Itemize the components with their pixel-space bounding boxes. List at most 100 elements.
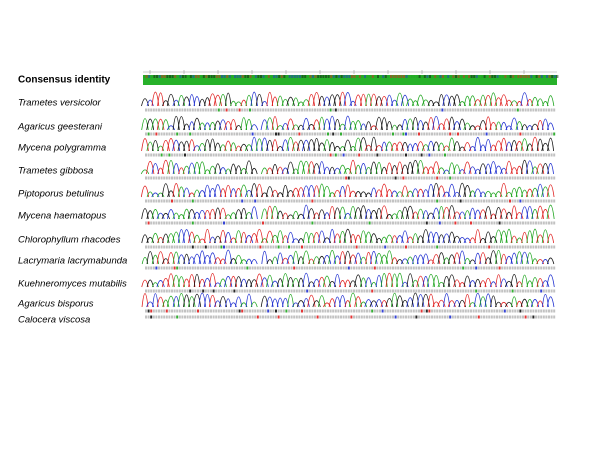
- base-call: [329, 132, 332, 136]
- consensus-base: [195, 75, 197, 78]
- base-call: [173, 289, 176, 293]
- trace-peak: [489, 236, 498, 244]
- base-call: [319, 176, 322, 180]
- chromatogram: [141, 115, 555, 131]
- trace-peak: [245, 211, 253, 220]
- trace-peak: [266, 91, 274, 107]
- consensus-base: [299, 75, 301, 78]
- base-call: [314, 315, 316, 319]
- trace-peak: [536, 183, 544, 198]
- base-call: [373, 266, 376, 270]
- base-call: [275, 108, 277, 112]
- sample-label: Kuehneromyces mutabilis: [18, 279, 127, 290]
- base-call: [366, 266, 368, 270]
- base-call: [210, 221, 212, 225]
- trace-peak: [452, 235, 462, 244]
- base-call: [204, 266, 207, 270]
- trace-peak: [437, 299, 446, 308]
- base-call: [527, 221, 530, 225]
- base-call: [303, 309, 306, 313]
- base-call: [418, 289, 420, 293]
- base-call: [238, 245, 241, 249]
- base-call: [158, 289, 160, 293]
- trace-peak: [380, 117, 388, 131]
- base-call: [176, 315, 179, 319]
- base-call: [178, 221, 181, 225]
- trace-peak: [422, 276, 430, 288]
- base-call: [280, 132, 283, 136]
- base-call: [171, 245, 173, 249]
- base-call: [332, 132, 335, 136]
- base-call: [462, 315, 465, 319]
- base-call: [220, 199, 223, 203]
- trace-peak: [520, 189, 529, 198]
- trace-peak: [307, 281, 316, 288]
- base-call: [256, 309, 259, 313]
- consensus-base: [439, 75, 442, 78]
- base-call: [397, 132, 400, 136]
- base-call: [493, 309, 496, 313]
- trace-peak: [161, 159, 170, 175]
- base-call: [376, 132, 379, 136]
- trace-peak: [198, 238, 207, 244]
- consensus-base: [192, 75, 195, 78]
- base-call: [548, 176, 550, 180]
- base-call: [176, 199, 179, 203]
- trace-peak: [546, 184, 555, 198]
- base-call: [545, 132, 548, 136]
- base-call: [285, 266, 288, 270]
- base-call: [298, 108, 301, 112]
- trace-peak: [400, 258, 410, 265]
- base-call: [438, 245, 441, 249]
- consensus-base: [512, 75, 515, 78]
- base-call: [449, 315, 452, 319]
- base-call: [306, 221, 309, 225]
- base-call: [199, 199, 202, 203]
- base-call: [527, 266, 530, 270]
- consensus-base: [234, 75, 236, 78]
- base-call: [514, 221, 517, 225]
- trace-peak: [458, 101, 466, 107]
- base-call: [347, 153, 350, 157]
- base-call: [353, 132, 355, 136]
- base-call: [324, 245, 327, 249]
- base-call: [269, 289, 272, 293]
- base-call: [168, 132, 171, 136]
- base-call: [204, 245, 207, 249]
- base-call: [454, 132, 457, 136]
- base-call: [503, 199, 506, 203]
- base-call: [379, 309, 381, 313]
- trace-peak: [161, 278, 170, 288]
- base-call: [488, 132, 491, 136]
- base-call: [498, 315, 501, 319]
- trace-peak: [484, 95, 493, 107]
- base-call: [428, 221, 431, 225]
- base-call: [238, 176, 241, 180]
- base-call: [145, 266, 147, 270]
- base-call: [215, 315, 218, 319]
- base-call: [288, 108, 290, 112]
- base-call: [243, 132, 246, 136]
- base-call: [293, 289, 296, 293]
- base-call: [459, 108, 462, 112]
- base-call: [373, 245, 376, 249]
- base-call: [228, 315, 231, 319]
- base-call: [355, 266, 358, 270]
- trace-peak: [260, 238, 269, 244]
- base-call: [483, 108, 485, 112]
- base-call: [373, 132, 376, 136]
- base-call: [204, 315, 207, 319]
- consensus-base: [158, 75, 161, 78]
- base-call: [488, 199, 491, 203]
- trace-peak: [348, 254, 358, 265]
- base-call: [433, 309, 436, 313]
- base-call: [350, 132, 353, 136]
- base-call: [267, 245, 270, 249]
- base-call: [368, 132, 371, 136]
- base-call: [498, 108, 501, 112]
- base-call: [243, 289, 246, 293]
- base-call: [420, 245, 423, 249]
- trace-peak: [374, 252, 384, 265]
- consensus-base: [494, 75, 496, 78]
- trace-peak: [292, 302, 300, 308]
